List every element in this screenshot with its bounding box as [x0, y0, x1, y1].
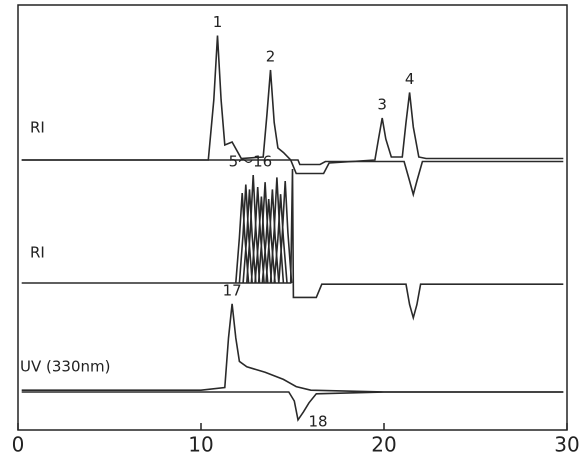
trace: [21, 303, 564, 393]
peak-label: 2: [266, 48, 276, 66]
trace: [21, 159, 564, 198]
peak-label: 3: [377, 96, 387, 114]
trace: [21, 391, 564, 422]
x-tick-label: 10: [188, 433, 213, 457]
peak-label: 4: [405, 70, 415, 88]
panel-label: RI: [30, 244, 45, 262]
panel-label: UV (330nm): [20, 358, 110, 376]
plot-frame: [17, 4, 568, 431]
trace: [278, 180, 293, 284]
trace: [21, 35, 564, 175]
trace: [273, 194, 288, 284]
panel-label: RI: [30, 119, 45, 137]
peak-label: 1: [213, 13, 223, 31]
peak-label: 5～16: [229, 153, 273, 171]
x-tick-label: 0: [12, 433, 25, 457]
trace: [238, 184, 253, 284]
x-tick-label: 20: [371, 433, 396, 457]
trace: [246, 174, 261, 284]
peak-label: 17: [223, 281, 242, 299]
x-tick-label: 30: [554, 433, 579, 457]
trace: [21, 168, 564, 321]
peak-label: 18: [308, 412, 327, 430]
